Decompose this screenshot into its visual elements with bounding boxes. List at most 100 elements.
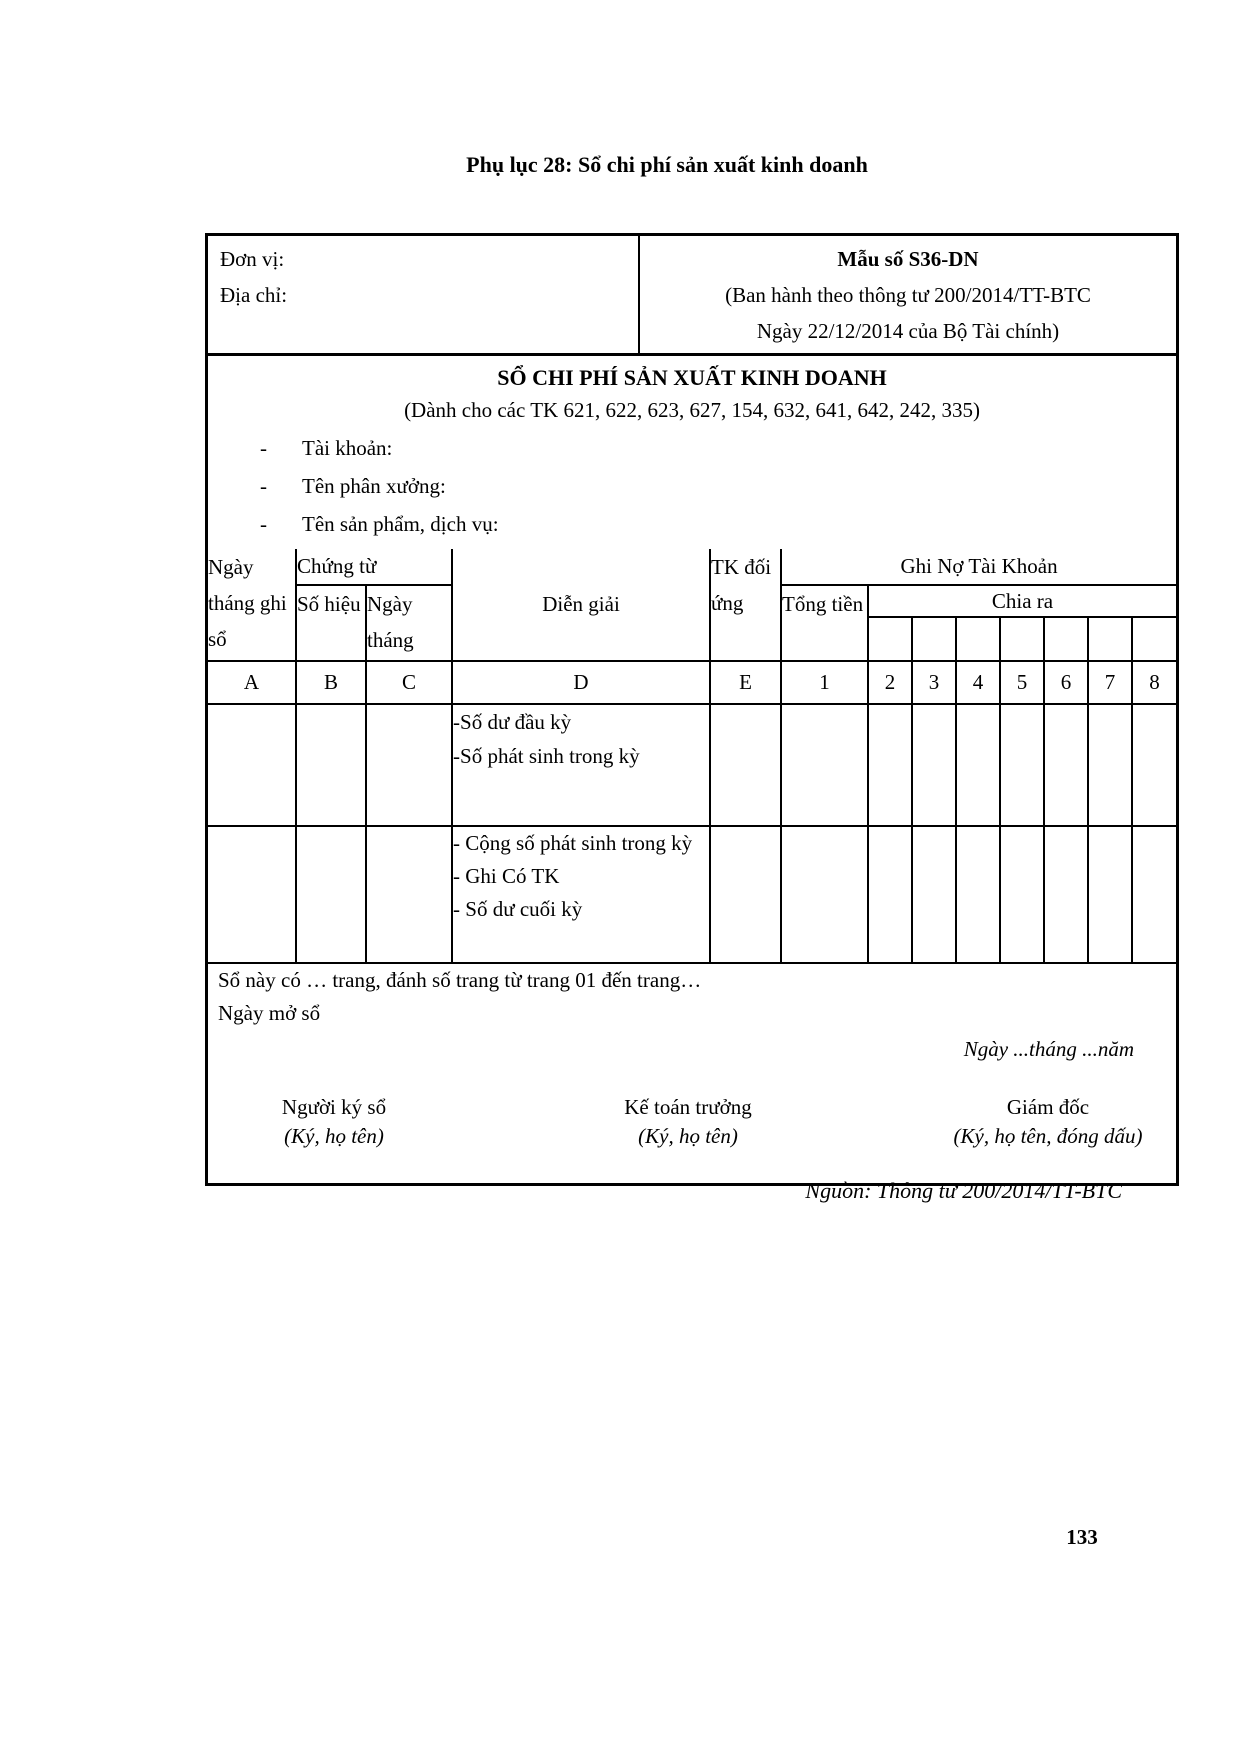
table-cell-empty bbox=[1043, 825, 1090, 964]
header-voucher-no: Số hiệu bbox=[295, 584, 367, 662]
table-cell-empty bbox=[780, 703, 870, 827]
table-cell-empty bbox=[709, 825, 783, 964]
issued-line-2: Ngày 22/12/2014 của Bộ Tài chính) bbox=[756, 319, 1060, 343]
header-box: Đơn vị: Địa chỉ: Mẫu số S36-DN (Ban hành… bbox=[208, 236, 1176, 356]
letter-cell: 3 bbox=[911, 660, 958, 705]
breakdown-subcell bbox=[1087, 616, 1134, 662]
issued-line-1: (Ban hành theo thông tư 200/2014/TT-BTC bbox=[725, 283, 1091, 307]
signature-chief-accountant: Kế toán trưởng (Ký, họ tên) bbox=[583, 1095, 793, 1149]
header-voucher-group: Chứng từ bbox=[294, 548, 454, 586]
field-account-label: Tài khoản: bbox=[302, 436, 393, 460]
header-box-left: Đơn vị: Địa chỉ: bbox=[208, 236, 640, 353]
table-cell-empty bbox=[364, 825, 454, 964]
letter-cell: 4 bbox=[955, 660, 1002, 705]
signature-bookkeeper: Người ký sổ (Ký, họ tên) bbox=[220, 1095, 448, 1149]
signature-title: Người ký sổ bbox=[281, 1095, 387, 1119]
description-line: - Cộng số phát sinh trong kỳ bbox=[453, 831, 693, 855]
signature-title: Kế toán trưởng bbox=[624, 1095, 752, 1119]
page-number: 133 bbox=[1066, 1525, 1098, 1549]
field-workshop-label: Tên phân xưởng: bbox=[302, 474, 446, 498]
table-cell-empty bbox=[207, 825, 297, 964]
table-row: -Số dư đầu kỳ -Số phát sinh trong kỳ bbox=[207, 703, 1178, 827]
letter-cell: 6 bbox=[1043, 660, 1090, 705]
bullet-dash: - bbox=[260, 436, 267, 460]
description-line: - Số dư cuối kỳ bbox=[453, 897, 583, 921]
header-total-amount: Tổng tiền bbox=[780, 584, 870, 662]
open-date-note: Ngày mở sổ bbox=[218, 1001, 321, 1025]
bullet-dash: - bbox=[260, 512, 267, 536]
form-outer-box: Đơn vị: Địa chỉ: Mẫu số S36-DN (Ban hành… bbox=[205, 233, 1179, 1186]
address-label: Địa chỉ: bbox=[220, 283, 288, 307]
letter-cell: C bbox=[364, 660, 454, 705]
letter-cell: 8 bbox=[1131, 660, 1178, 705]
breakdown-subcell bbox=[911, 616, 958, 662]
signature-block: Người ký sổ (Ký, họ tên) Kế toán trưởng … bbox=[210, 1095, 1174, 1161]
letter-cell: A bbox=[207, 660, 297, 705]
description-line: - Ghi Có TK bbox=[453, 864, 560, 888]
signature-subtitle: (Ký, họ tên) bbox=[284, 1124, 384, 1148]
table-cell-empty bbox=[1087, 703, 1134, 827]
form-title: SỔ CHI PHÍ SẢN XUẤT KINH DOANH bbox=[497, 365, 887, 390]
table-cell-empty bbox=[867, 825, 914, 964]
header-corresponding-account: TK đối ứng bbox=[709, 548, 783, 662]
table-cell-empty bbox=[207, 703, 297, 827]
letter-cell: 5 bbox=[999, 660, 1046, 705]
appendix-title: Phụ lục 28: Sổ chi phí sản xuất kinh doa… bbox=[466, 152, 868, 177]
table-cell-empty bbox=[295, 825, 367, 964]
table-cell-empty bbox=[364, 703, 454, 827]
description-cell: -Số dư đầu kỳ -Số phát sinh trong kỳ bbox=[451, 703, 712, 827]
table-cell-empty bbox=[955, 703, 1002, 827]
header-voucher-date: Ngày tháng bbox=[364, 584, 454, 662]
signature-director: Giám đốc (Ký, họ tên, đóng dấu) bbox=[928, 1095, 1168, 1149]
letter-cell: E bbox=[709, 660, 783, 705]
field-account: - Tài khoản: bbox=[260, 436, 1176, 461]
table-cell-empty bbox=[955, 825, 1002, 964]
table-cell-empty bbox=[1131, 703, 1178, 827]
header-box-right: Mẫu số S36-DN (Ban hành theo thông tư 20… bbox=[640, 236, 1176, 353]
form-subtitle: (Dành cho các TK 621, 622, 623, 627, 154… bbox=[404, 398, 980, 422]
table-row: - Cộng số phát sinh trong kỳ - Ghi Có TK… bbox=[207, 825, 1178, 964]
breakdown-subcell bbox=[999, 616, 1046, 662]
field-workshop: - Tên phân xưởng: bbox=[260, 474, 1176, 499]
table-cell-empty bbox=[1087, 825, 1134, 964]
breakdown-subcell bbox=[1043, 616, 1090, 662]
field-product: - Tên sản phẩm, dịch vụ: bbox=[260, 512, 1176, 537]
source-note: Nguồn: Thông tư 200/2014/TT-BTC bbox=[805, 1178, 1122, 1203]
form-title-section: SỔ CHI PHÍ SẢN XUẤT KINH DOANH (Dành cho… bbox=[208, 356, 1176, 549]
field-product-label: Tên sản phẩm, dịch vụ: bbox=[302, 512, 499, 536]
table-cell-empty bbox=[295, 703, 367, 827]
table-cell-empty bbox=[780, 825, 870, 964]
signature-subtitle: (Ký, họ tên, đóng dấu) bbox=[953, 1124, 1143, 1148]
footer-section: Sổ này có … trang, đánh số trang từ tran… bbox=[206, 962, 1178, 1184]
header-date-col: Ngày tháng ghi sổ bbox=[207, 548, 297, 662]
table-cell-empty bbox=[1043, 703, 1090, 827]
description-line: -Số phát sinh trong kỳ bbox=[453, 744, 640, 768]
letter-cell: B bbox=[295, 660, 367, 705]
description-cell: - Cộng số phát sinh trong kỳ - Ghi Có TK… bbox=[451, 825, 712, 964]
signature-subtitle: (Ký, họ tên) bbox=[638, 1124, 738, 1148]
table-cell-empty bbox=[867, 703, 914, 827]
table-cell-empty bbox=[709, 703, 783, 827]
letter-cell: 2 bbox=[867, 660, 914, 705]
table-cell-empty bbox=[999, 825, 1046, 964]
unit-label: Đơn vị: bbox=[220, 247, 285, 271]
breakdown-subcell bbox=[955, 616, 1002, 662]
table-cell-empty bbox=[1131, 825, 1178, 964]
letter-cell: 1 bbox=[780, 660, 870, 705]
table-cell-empty bbox=[999, 703, 1046, 827]
signature-title: Giám đốc bbox=[1006, 1095, 1090, 1119]
signature-date-line: Ngày ...tháng ...năm bbox=[963, 1037, 1135, 1061]
description-line: -Số dư đầu kỳ bbox=[453, 710, 572, 734]
pages-note: Sổ này có … trang, đánh số trang từ tran… bbox=[218, 968, 702, 992]
header-debit-group: Ghi Nợ Tài Khoản bbox=[780, 548, 1178, 586]
breakdown-subcell bbox=[1131, 616, 1178, 662]
table-cell-empty bbox=[911, 703, 958, 827]
letter-cell: 7 bbox=[1087, 660, 1134, 705]
letter-row: A B C D E 1 2 3 4 5 6 7 8 bbox=[207, 660, 1178, 705]
ledger-table: Ngày tháng ghi sổ Chứng từ Diễn giải TK … bbox=[206, 548, 1178, 1184]
header-breakdown: Chia ra bbox=[867, 584, 1178, 618]
header-description: Diễn giải bbox=[451, 548, 712, 662]
bullet-dash: - bbox=[260, 474, 267, 498]
breakdown-subcell bbox=[867, 616, 914, 662]
